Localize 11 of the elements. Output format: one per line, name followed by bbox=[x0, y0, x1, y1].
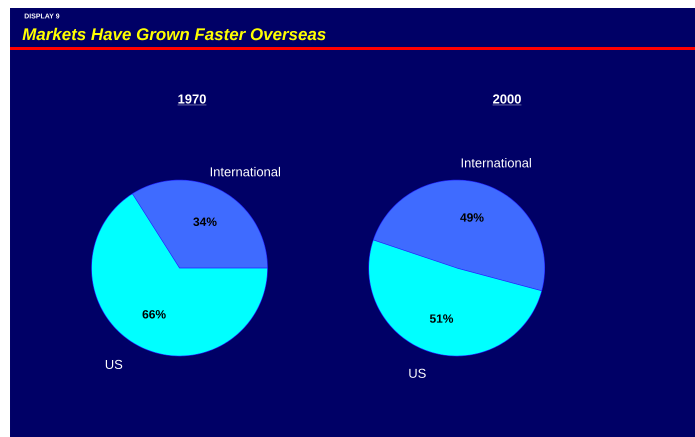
data-label: 34% bbox=[193, 218, 217, 226]
chart-title: 2000 bbox=[493, 94, 521, 104]
data-label: 51% bbox=[430, 314, 454, 323]
chart-title: 1970 bbox=[178, 94, 206, 104]
slice-label: International bbox=[210, 166, 280, 176]
text: Markets Have Grown Faster Overseas bbox=[22, 28, 326, 40]
data-label: 49% bbox=[460, 213, 484, 222]
data-label: 66% bbox=[142, 310, 166, 319]
slice-label: US bbox=[409, 368, 426, 378]
slice-label: US bbox=[106, 360, 122, 370]
slice-label: International bbox=[462, 158, 531, 168]
